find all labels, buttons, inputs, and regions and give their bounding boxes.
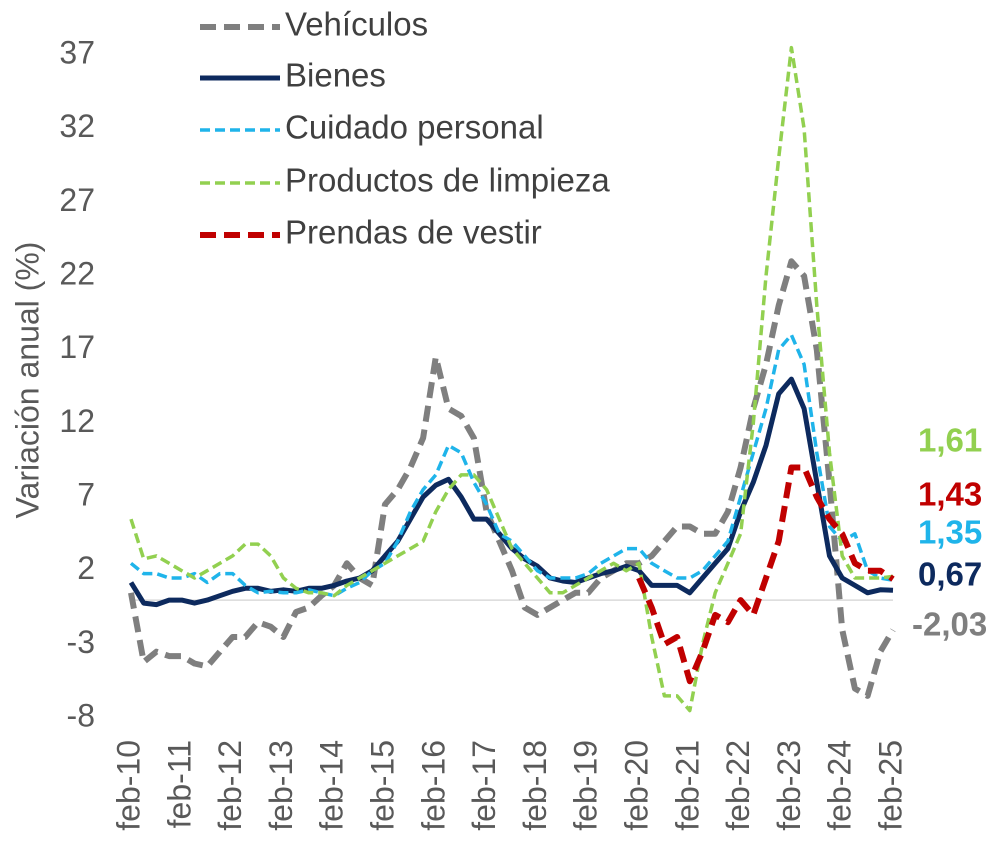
y-tick-label: 37 xyxy=(59,34,95,70)
series-line xyxy=(129,45,894,713)
x-tick-label: feb-12 xyxy=(212,740,248,831)
y-tick-label: 17 xyxy=(59,329,95,365)
legend-label: Bienes xyxy=(285,57,386,94)
value-label: 1,43 xyxy=(918,476,982,513)
x-tick-label: feb-18 xyxy=(517,740,553,831)
legend-label: Prendas de vestir xyxy=(285,214,542,251)
y-tick-label: 27 xyxy=(59,182,95,218)
x-tick-label: feb-10 xyxy=(110,740,146,831)
x-tick-label: feb-17 xyxy=(466,740,502,831)
x-tick-label: feb-15 xyxy=(364,740,400,831)
y-axis-label: Variación anual (%) xyxy=(9,242,45,519)
x-tick-label: feb-14 xyxy=(314,740,350,831)
x-tick-label: feb-21 xyxy=(669,740,705,831)
x-tick-label: feb-19 xyxy=(568,740,604,831)
y-tick-label: 7 xyxy=(77,476,95,512)
x-tick-label: feb-13 xyxy=(263,740,299,831)
x-tick-label: feb-22 xyxy=(720,740,756,831)
x-tick-label: feb-16 xyxy=(415,740,451,831)
value-label: 1,35 xyxy=(918,514,982,551)
series-line xyxy=(129,333,894,598)
x-tick-label: feb-20 xyxy=(618,740,654,831)
y-tick-label: 12 xyxy=(59,403,95,439)
x-tick-label: feb-23 xyxy=(771,740,807,831)
value-label: 1,61 xyxy=(918,422,982,459)
y-tick-label: 2 xyxy=(77,550,95,586)
x-tick-label: feb-24 xyxy=(822,740,858,831)
y-tick-label: -3 xyxy=(67,624,95,660)
y-tick-label: -8 xyxy=(67,697,95,733)
y-tick-label: 22 xyxy=(59,255,95,291)
y-tick-label: 32 xyxy=(59,108,95,144)
series-line xyxy=(636,464,895,685)
legend-label: Vehículos xyxy=(285,6,428,43)
legend-label: Cuidado personal xyxy=(285,109,544,146)
x-tick-label: feb-25 xyxy=(872,740,908,831)
legend-label: Productos de limpieza xyxy=(285,162,610,199)
value-label: 0,67 xyxy=(918,556,982,593)
series-line xyxy=(128,258,896,699)
value-label: -2,03 xyxy=(912,606,987,643)
x-tick-label: feb-11 xyxy=(161,740,197,828)
